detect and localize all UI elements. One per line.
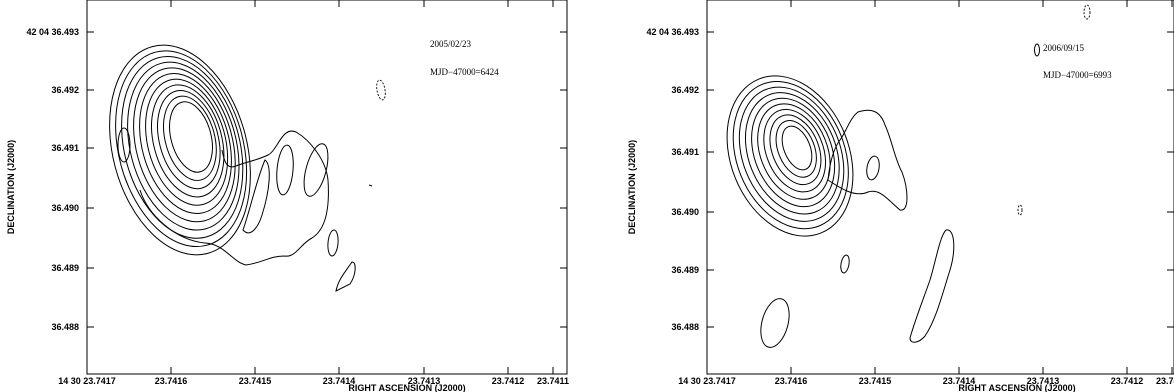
- x-tick-label: 23.7414: [943, 376, 976, 386]
- knot-contour: [866, 155, 880, 181]
- y-tick-label: 36.488: [51, 322, 79, 332]
- core-contour: [109, 44, 251, 256]
- core-contour: [145, 78, 229, 206]
- core-contour: [169, 101, 213, 173]
- epoch-date-annotation: 2005/02/23: [430, 39, 472, 49]
- outer-contour: [139, 130, 329, 266]
- y-tick-label: 36.490: [51, 203, 79, 213]
- y-tick-label: 36.488: [671, 322, 699, 332]
- core-contour: [744, 92, 840, 215]
- x-tick-label: 23.7416: [155, 376, 188, 386]
- y-tick-label: 36.489: [671, 265, 699, 275]
- knot-contour: [1034, 43, 1040, 57]
- x-tick-label: 23.7413: [408, 376, 441, 386]
- x-tick-label: 23.7416: [775, 376, 808, 386]
- x-tick-label: 23.7412: [1111, 376, 1144, 386]
- x-tick-label: 14 30 23.7417: [58, 376, 116, 386]
- y-tick-label: 36.491: [51, 143, 79, 153]
- core-contour: [121, 56, 244, 239]
- epoch-date-annotation: 2006/09/15: [1043, 43, 1085, 53]
- core-contour: [163, 95, 217, 181]
- x-axis-title: RIGHT ASCENSION (J2000): [958, 383, 1075, 392]
- y-tick-label: 36.490: [671, 207, 699, 217]
- outer-contour: [827, 109, 908, 211]
- plot-frame: [86, 0, 568, 375]
- knot-contour: [840, 254, 850, 274]
- core-contour: [133, 67, 236, 223]
- knot-contour: [303, 143, 329, 197]
- x-tick-label: 14 30 23.7417: [678, 376, 736, 386]
- mjd-annotation: MJD−47000=6424: [430, 67, 499, 77]
- core-contour: [781, 125, 813, 171]
- core-contour: [763, 108, 826, 193]
- y-tick-label: 42 04 36.493: [646, 27, 699, 37]
- x-tick-label: 23.7411: [1156, 376, 1174, 386]
- core-contour: [769, 114, 822, 186]
- core-contour: [151, 84, 225, 198]
- knot-contour: [327, 229, 339, 257]
- x-tick-label: 23.7415: [859, 376, 892, 386]
- y-axis-title: DECLINATION (J2000): [627, 140, 637, 234]
- negative-contour: [1083, 4, 1091, 20]
- core-contour: [726, 75, 854, 237]
- core-contour: [127, 61, 240, 231]
- core-contour: [775, 120, 817, 178]
- contour-panel-2: 14 30 23.7417 23.7416 23.7415 23.7414 23.741…: [627, 0, 1174, 392]
- core-contour: [139, 73, 232, 214]
- contour-lines: [726, 4, 1091, 348]
- x-axis-title: RIGHT ASCENSION (J2000): [348, 383, 465, 392]
- y-tick-label: 36.491: [671, 147, 699, 157]
- knot-contour: [242, 159, 270, 234]
- x-tick-label: 23.7411: [537, 376, 569, 386]
- knot-contour: [335, 261, 356, 292]
- knot-contour: [760, 298, 790, 348]
- x-tick-label: 23.7414: [323, 376, 356, 386]
- y-tick-label: 36.489: [51, 263, 79, 273]
- core-contour: [157, 90, 221, 190]
- y-tick-label: 36.492: [51, 85, 79, 95]
- knot-contour: [276, 144, 294, 196]
- y-tick-label: 36.492: [671, 85, 699, 95]
- jet-contour: [909, 229, 955, 343]
- x-tick-label: 23.7413: [1027, 376, 1060, 386]
- core-contour: [732, 81, 849, 230]
- negative-contour: [376, 79, 386, 101]
- y-axis-title: DECLINATION (J2000): [6, 140, 16, 234]
- noise-contour: [368, 184, 373, 187]
- mjd-annotation: MJD−47000=6993: [1043, 70, 1112, 80]
- plot-frame: [706, 0, 1174, 375]
- core-contour: [751, 97, 836, 208]
- core-contour: [757, 103, 831, 200]
- x-tick-label: 23.7415: [239, 376, 272, 386]
- negative-contour: [1017, 204, 1023, 216]
- contour-panel-1: 14 30 23.7417 23.7416 23.7415 23.7414 23.741…: [6, 0, 569, 392]
- x-tick-label: 23.7412: [492, 376, 525, 386]
- core-contour: [738, 86, 845, 222]
- y-tick-label: 42 04 36.493: [26, 27, 79, 37]
- contour-lines: [109, 44, 386, 292]
- core-contour: [115, 50, 248, 248]
- knot-contour: [117, 127, 131, 163]
